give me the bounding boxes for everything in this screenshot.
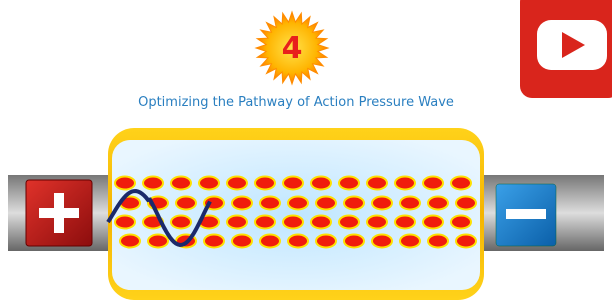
youtube-logo[interactable] [520,0,612,98]
particle [311,177,331,190]
particle [395,177,415,190]
particle [372,197,392,210]
particle [316,235,336,248]
particle [339,177,359,190]
particle [372,235,392,248]
title: Optimizing the Pathway of Action Pressur… [138,95,454,110]
particle [456,197,476,210]
particle [423,216,443,229]
particle [171,177,191,190]
particle [395,216,415,229]
particle [283,216,303,229]
particle [199,177,219,190]
particle [400,197,420,210]
particle [227,177,247,190]
particle [176,197,196,210]
badge-number: 4 [282,31,303,66]
particle [255,177,275,190]
particle [423,177,443,190]
particle [428,235,448,248]
particle [451,177,471,190]
particle [171,216,191,229]
right-electrode [478,175,604,251]
left-electrode [8,175,112,251]
particle [120,235,140,248]
particle [400,235,420,248]
particle [316,197,336,210]
particle [283,177,303,190]
particle [428,197,448,210]
particle [115,177,135,190]
particle [339,216,359,229]
particle [311,216,331,229]
particle [367,216,387,229]
particle [344,197,364,210]
particle [456,235,476,248]
particle [115,216,135,229]
particle [232,235,252,248]
particle [204,235,224,248]
particle [344,235,364,248]
particle [260,235,280,248]
particle [143,177,163,190]
particle [232,197,252,210]
particle [367,177,387,190]
particle [260,197,280,210]
particle [288,235,308,248]
particle [227,216,247,229]
particle [288,197,308,210]
particle [255,216,275,229]
particle [148,235,168,248]
scene: 4 Optimizing the Pathway of Action Press… [0,0,612,304]
particle [451,216,471,229]
